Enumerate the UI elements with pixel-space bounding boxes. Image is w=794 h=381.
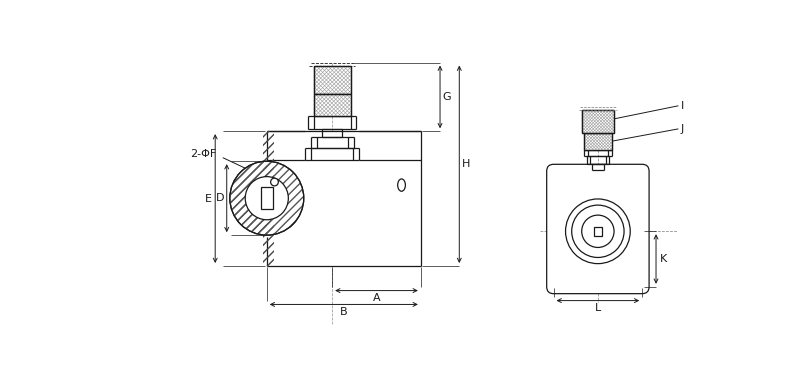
Bar: [314, 66, 351, 94]
Bar: [267, 131, 421, 266]
Circle shape: [245, 177, 288, 220]
Text: L: L: [595, 303, 601, 312]
Bar: [314, 94, 351, 116]
Text: J: J: [680, 124, 684, 134]
Text: D: D: [215, 193, 224, 203]
Text: A: A: [372, 293, 380, 303]
Bar: [314, 94, 351, 116]
Text: B: B: [340, 307, 348, 317]
Bar: [314, 66, 351, 94]
FancyBboxPatch shape: [547, 164, 649, 294]
Circle shape: [271, 178, 279, 186]
Bar: [582, 110, 614, 133]
Text: 2-C: 2-C: [292, 190, 302, 207]
Ellipse shape: [398, 179, 406, 191]
Bar: [584, 133, 611, 150]
Text: 2-ΦF: 2-ΦF: [191, 149, 217, 159]
Bar: [594, 227, 602, 235]
Text: I: I: [680, 101, 684, 111]
Bar: [582, 110, 614, 133]
Text: E: E: [205, 194, 212, 203]
Bar: [584, 133, 611, 150]
Circle shape: [229, 161, 304, 235]
Bar: [260, 187, 273, 209]
Text: G: G: [442, 92, 450, 102]
Bar: [263, 220, 275, 266]
Bar: [263, 131, 275, 177]
Text: K: K: [660, 254, 667, 264]
Text: H: H: [462, 159, 470, 169]
